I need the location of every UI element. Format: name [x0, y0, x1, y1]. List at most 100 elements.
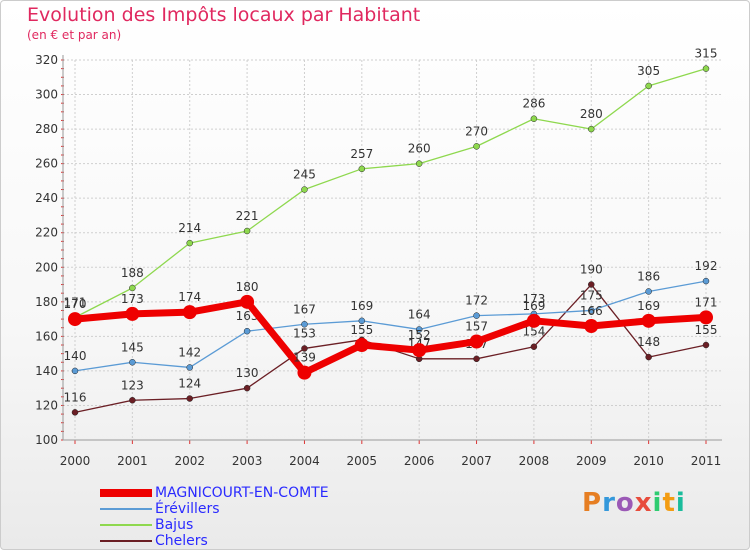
- data-point: [641, 313, 656, 328]
- data-label: 142: [178, 345, 201, 359]
- data-point: [473, 312, 480, 319]
- data-point: [645, 288, 652, 295]
- data-label: 245: [293, 168, 316, 182]
- logo-letter: i: [675, 488, 686, 518]
- data-label: 305: [637, 64, 660, 78]
- series-line: [71, 298, 710, 377]
- y-tick-label: 100: [35, 433, 58, 447]
- data-label: 167: [293, 302, 316, 316]
- data-label: 174: [178, 290, 201, 304]
- data-point: [301, 321, 308, 328]
- data-point: [412, 343, 427, 358]
- data-label: 257: [350, 147, 373, 161]
- data-point: [526, 313, 541, 328]
- data-label: 315: [695, 47, 718, 61]
- x-tick-label: 2007: [461, 454, 492, 468]
- data-label: 221: [236, 209, 259, 223]
- data-label: 157: [465, 320, 488, 334]
- data-point: [186, 364, 193, 371]
- data-point: [702, 65, 710, 72]
- data-point: [469, 334, 484, 349]
- data-point: [71, 409, 79, 416]
- x-tick-label: 2000: [60, 454, 91, 468]
- data-label: 123: [121, 378, 144, 392]
- data-label: 286: [522, 97, 545, 111]
- data-label: 116: [64, 390, 87, 404]
- data-point: [243, 227, 251, 235]
- x-tick-label: 2011: [691, 454, 722, 468]
- data-point: [645, 353, 652, 361]
- series-line: [74, 67, 707, 319]
- data-point: [415, 326, 423, 333]
- x-tick-label: 2002: [174, 454, 205, 468]
- data-point: [186, 395, 193, 402]
- logo-letter: t: [662, 488, 676, 518]
- data-label: 190: [580, 263, 603, 277]
- data-label: 173: [121, 292, 144, 306]
- y-tick-label: 140: [35, 364, 58, 378]
- legend-label: MAGNICOURT-EN-COMTE: [155, 485, 329, 501]
- data-point: [358, 165, 366, 173]
- y-tick-label: 300: [35, 88, 58, 102]
- data-label: 153: [293, 326, 316, 340]
- data-point: [699, 310, 713, 325]
- logo-letter: P: [582, 488, 603, 518]
- data-label: 171: [695, 295, 718, 309]
- x-tick-label: 2005: [347, 454, 378, 468]
- chart-subtitle: (en € et par an): [27, 28, 122, 42]
- series-line: [74, 280, 707, 372]
- data-point: [301, 345, 308, 352]
- x-tick-label: 2004: [289, 454, 320, 468]
- logo-letter: x: [634, 488, 653, 518]
- legend-swatch: [100, 489, 152, 497]
- data-label: 171: [64, 295, 87, 309]
- x-tick-label: 2001: [117, 454, 148, 468]
- data-point: [243, 327, 251, 335]
- data-point: [530, 343, 538, 350]
- data-point: [186, 239, 193, 247]
- data-point: [129, 397, 136, 404]
- x-tick-label: 2010: [633, 454, 664, 468]
- data-label: 180: [236, 280, 259, 294]
- y-tick-label: 280: [35, 122, 58, 136]
- data-label: 154: [522, 325, 545, 339]
- data-point: [358, 317, 366, 325]
- x-tick-label: 2008: [519, 454, 550, 468]
- legend-swatch: [100, 508, 152, 510]
- data-label: 139: [293, 351, 316, 365]
- x-tick-label: 2009: [576, 454, 607, 468]
- data-point: [702, 277, 710, 285]
- data-label: 166: [580, 304, 603, 318]
- chart-title: Evolution des Impôts locaux par Habitant: [27, 4, 421, 26]
- data-label: 148: [637, 335, 660, 349]
- data-point: [584, 319, 599, 333]
- data-point: [129, 284, 136, 292]
- data-point: [702, 341, 710, 349]
- data-label: 124: [178, 377, 201, 391]
- data-point: [129, 359, 136, 366]
- data-point: [71, 367, 79, 375]
- data-point: [415, 160, 423, 167]
- y-tick-label: 240: [35, 191, 58, 205]
- data-point: [354, 338, 369, 352]
- logo-letter: r: [602, 488, 616, 518]
- data-label: 214: [178, 221, 201, 235]
- y-tick-label: 260: [35, 157, 58, 171]
- data-label: 172: [465, 294, 488, 308]
- data-label: 164: [408, 307, 431, 321]
- data-label: 175: [580, 288, 603, 302]
- data-point: [68, 312, 82, 327]
- data-label: 270: [465, 124, 488, 138]
- data-label: 130: [236, 366, 259, 380]
- proxiti-logo: Proxiti: [582, 488, 686, 518]
- data-point: [473, 355, 480, 363]
- logo-letter: o: [615, 488, 635, 518]
- data-point: [473, 143, 480, 150]
- data-label: 188: [121, 266, 144, 280]
- data-point: [645, 82, 652, 90]
- y-tick-label: 120: [35, 398, 58, 412]
- data-label: 145: [121, 340, 144, 354]
- data-label: 140: [64, 349, 87, 363]
